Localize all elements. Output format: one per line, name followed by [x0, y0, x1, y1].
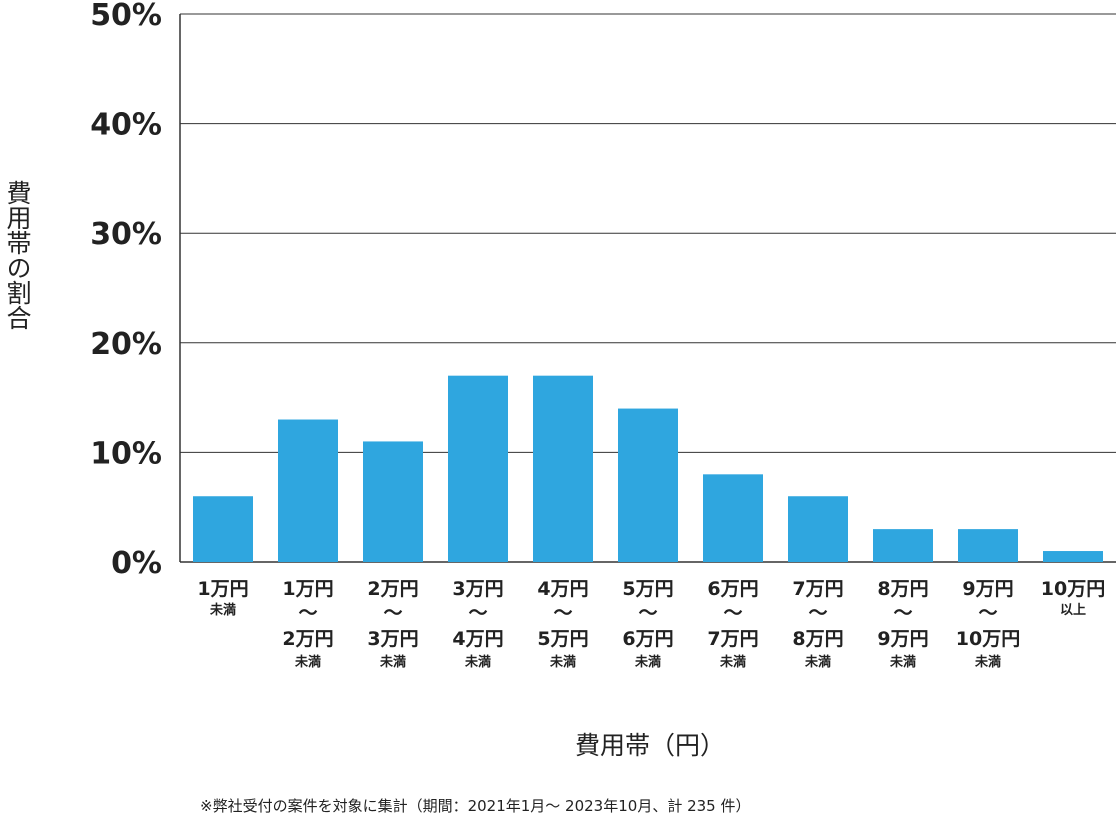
- x-tick-label: 6万円〜 7万円未満: [707, 578, 758, 670]
- y-tick-label: 40%: [90, 108, 162, 143]
- x-tick-label: 1万円〜 2万円未満: [282, 578, 333, 670]
- y-axis-label: 費用帯の割合: [3, 180, 32, 330]
- x-tick-label: 5万円〜 6万円未満: [622, 578, 673, 670]
- y-tick-label: 30%: [90, 217, 162, 252]
- bar: [533, 375, 593, 562]
- bar: [788, 496, 848, 562]
- bar: [278, 419, 338, 562]
- x-tick-label: 8万円〜 9万円未満: [877, 578, 928, 670]
- bar: [873, 529, 933, 562]
- bar: [448, 375, 508, 562]
- x-tick-label: 7万円〜 8万円未満: [792, 578, 843, 670]
- x-tick-label: 2万円〜 3万円未満: [367, 578, 418, 670]
- x-tick-label: 10万円以上: [1041, 578, 1105, 618]
- x-tick-label: 9万円〜 10万円未満: [956, 578, 1020, 670]
- bar: [618, 408, 678, 562]
- footnote: ※弊社受付の案件を対象に集計（期間：2021年1月～ 2023年10月、計 23…: [200, 797, 751, 815]
- y-tick-label: 20%: [90, 327, 162, 362]
- x-axis-label: 費用帯（円）: [574, 731, 725, 760]
- x-tick-label: 3万円〜 4万円未満: [452, 578, 503, 670]
- bar: [1043, 551, 1103, 562]
- y-tick-label: 0%: [111, 546, 162, 581]
- bar: [363, 441, 423, 562]
- bar: [958, 529, 1018, 562]
- x-tick-label: 1万円未満: [197, 578, 248, 618]
- x-tick-label: 4万円〜 5万円未満: [537, 578, 588, 670]
- y-tick-label: 50%: [90, 0, 162, 33]
- bar: [193, 496, 253, 562]
- bar: [703, 474, 763, 562]
- y-tick-label: 10%: [90, 436, 162, 471]
